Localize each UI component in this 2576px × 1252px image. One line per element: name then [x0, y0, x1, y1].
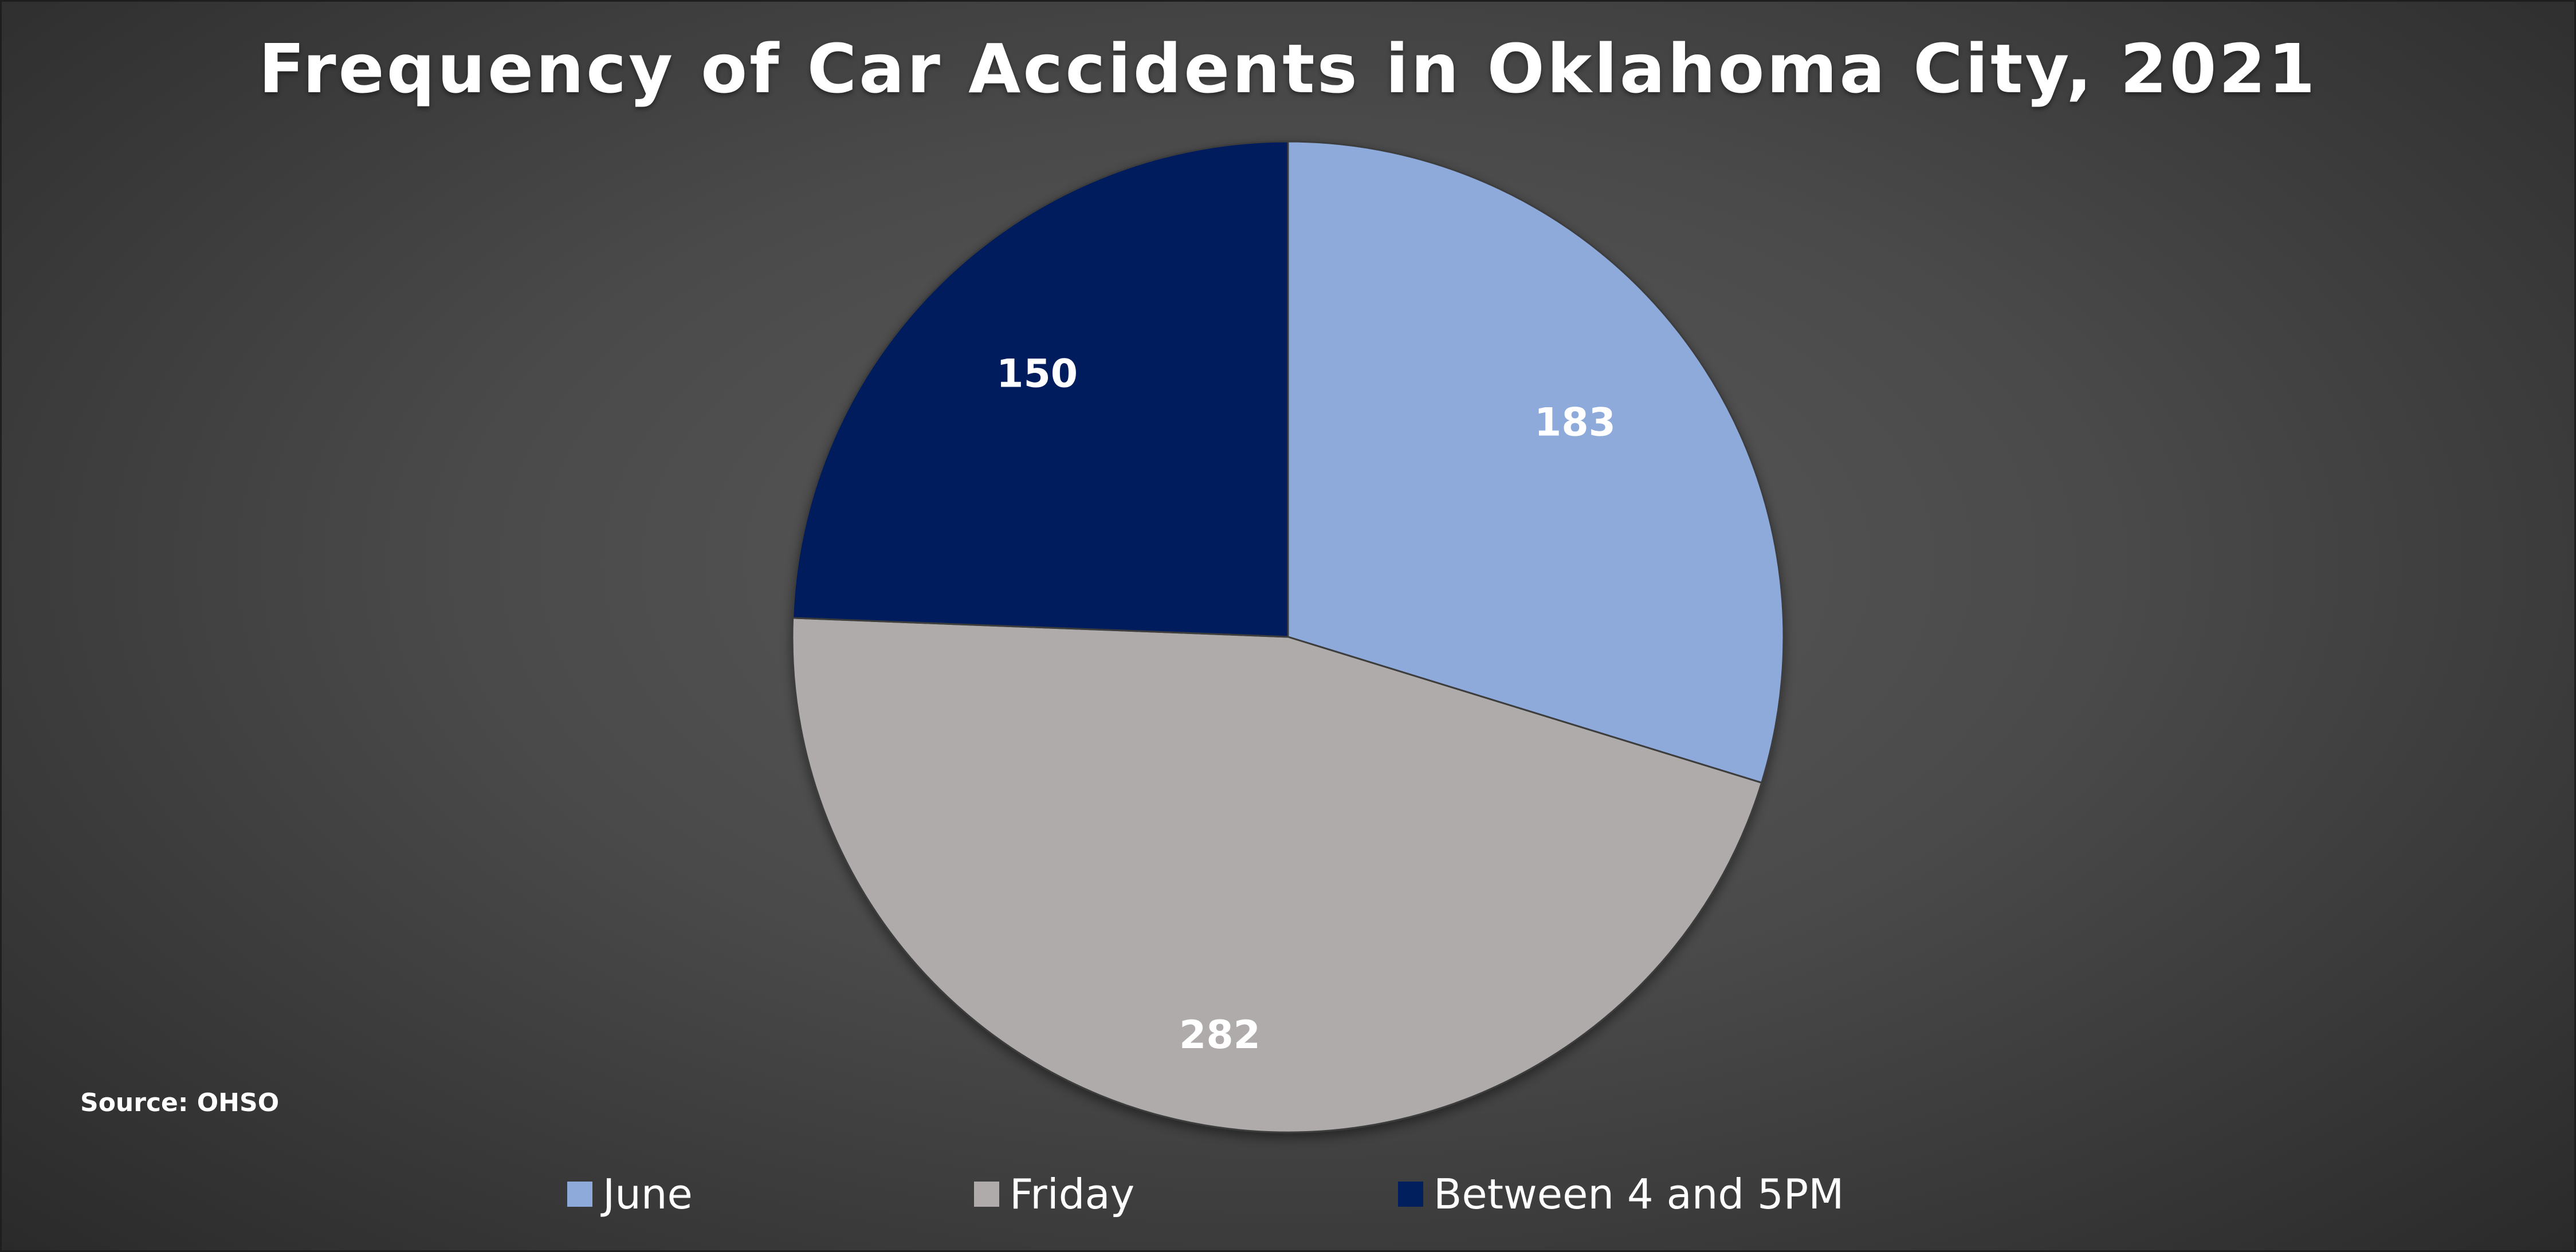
legend-item-friday: Friday — [974, 1168, 1134, 1220]
source-note: Source: OHSO — [80, 1088, 280, 1117]
chart-title: Frequency of Car Accidents in Oklahoma C… — [258, 29, 2318, 108]
legend-label-june: June — [603, 1170, 693, 1218]
pie-slice-between-4-and-5pm — [792, 140, 1289, 638]
legend-swatch-friday — [974, 1182, 999, 1207]
legend-label-friday: Friday — [1010, 1170, 1135, 1218]
legend: June Friday Between 4 and 5PM — [0, 1168, 2576, 1220]
data-label-between-4-and-5pm: 150 — [996, 352, 1078, 397]
pie-slice-friday — [791, 617, 1763, 1133]
legend-item-between-4-and-5pm: Between 4 and 5PM — [1398, 1168, 1844, 1220]
legend-item-june: June — [567, 1168, 693, 1220]
legend-swatch-between-4-and-5pm — [1398, 1182, 1423, 1207]
data-label-friday: 282 — [1179, 1013, 1260, 1058]
data-label-june: 183 — [1534, 400, 1616, 446]
legend-swatch-june — [567, 1182, 592, 1207]
pie-slice-june — [1287, 140, 1785, 784]
legend-label-between-4-and-5pm: Between 4 and 5PM — [1434, 1170, 1844, 1218]
